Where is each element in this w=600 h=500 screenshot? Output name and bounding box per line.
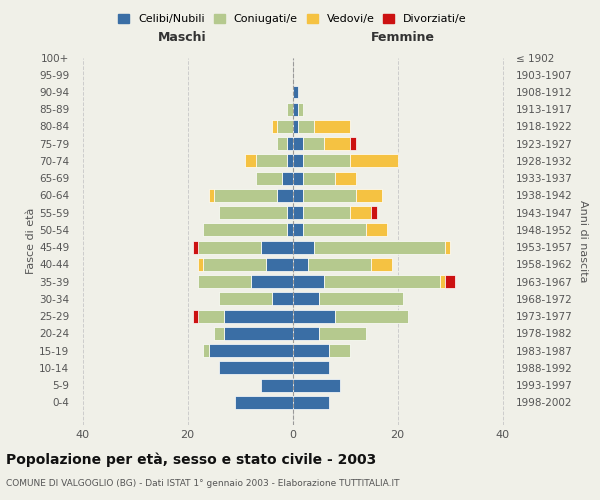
Y-axis label: Fasce di età: Fasce di età — [26, 208, 36, 274]
Bar — [256, 154, 287, 168]
Bar — [324, 138, 350, 150]
Bar — [445, 275, 455, 288]
Bar — [350, 154, 398, 168]
Bar — [371, 258, 392, 271]
Bar — [271, 120, 277, 133]
Bar — [303, 138, 324, 150]
Bar — [198, 258, 203, 271]
Bar — [445, 240, 450, 254]
Bar — [293, 310, 335, 322]
Bar — [245, 154, 256, 168]
Bar — [293, 189, 303, 202]
Bar — [335, 172, 355, 184]
Bar — [277, 189, 293, 202]
Bar — [298, 120, 314, 133]
Bar — [287, 138, 293, 150]
Bar — [324, 275, 439, 288]
Bar — [271, 292, 293, 306]
Bar — [214, 327, 224, 340]
Bar — [224, 310, 293, 322]
Bar — [224, 327, 293, 340]
Bar — [266, 258, 293, 271]
Bar — [209, 189, 214, 202]
Bar — [314, 240, 445, 254]
Bar — [293, 224, 303, 236]
Bar — [256, 172, 282, 184]
Bar — [293, 258, 308, 271]
Text: Femmine: Femmine — [371, 30, 435, 44]
Bar — [251, 275, 293, 288]
Bar — [303, 172, 335, 184]
Bar — [203, 344, 209, 357]
Bar — [219, 206, 287, 219]
Bar — [198, 275, 251, 288]
Y-axis label: Anni di nascita: Anni di nascita — [578, 200, 588, 282]
Bar — [235, 396, 293, 409]
Bar — [219, 292, 271, 306]
Bar — [193, 240, 198, 254]
Bar — [439, 275, 445, 288]
Bar — [293, 172, 303, 184]
Bar — [293, 120, 298, 133]
Bar — [298, 103, 303, 116]
Bar — [308, 258, 371, 271]
Bar — [287, 103, 293, 116]
Bar — [319, 292, 403, 306]
Bar — [329, 344, 350, 357]
Bar — [277, 138, 287, 150]
Bar — [287, 224, 293, 236]
Bar — [350, 138, 355, 150]
Bar — [303, 154, 350, 168]
Bar — [203, 258, 266, 271]
Bar — [293, 292, 319, 306]
Bar — [198, 310, 224, 322]
Text: Maschi: Maschi — [158, 30, 206, 44]
Bar — [293, 240, 314, 254]
Bar — [287, 206, 293, 219]
Bar — [335, 310, 408, 322]
Bar — [293, 396, 329, 409]
Bar — [219, 362, 293, 374]
Bar — [371, 206, 377, 219]
Bar — [203, 224, 287, 236]
Bar — [198, 240, 261, 254]
Bar — [277, 120, 293, 133]
Text: Popolazione per età, sesso e stato civile - 2003: Popolazione per età, sesso e stato civil… — [6, 452, 376, 467]
Bar — [261, 240, 293, 254]
Bar — [293, 154, 303, 168]
Bar — [303, 189, 355, 202]
Bar — [261, 378, 293, 392]
Bar — [293, 206, 303, 219]
Bar — [293, 378, 340, 392]
Bar — [293, 103, 298, 116]
Bar — [303, 224, 366, 236]
Bar — [355, 189, 382, 202]
Bar — [287, 154, 293, 168]
Text: COMUNE DI VALGOGLIO (BG) - Dati ISTAT 1° gennaio 2003 - Elaborazione TUTTITALIA.: COMUNE DI VALGOGLIO (BG) - Dati ISTAT 1°… — [6, 479, 400, 488]
Bar — [193, 310, 198, 322]
Bar — [214, 189, 277, 202]
Bar — [319, 327, 366, 340]
Bar — [293, 275, 324, 288]
Bar — [293, 344, 329, 357]
Bar — [303, 206, 350, 219]
Bar — [350, 206, 371, 219]
Bar — [293, 138, 303, 150]
Bar — [282, 172, 293, 184]
Bar — [314, 120, 350, 133]
Legend: Celibi/Nubili, Coniugati/e, Vedovi/e, Divorziati/e: Celibi/Nubili, Coniugati/e, Vedovi/e, Di… — [116, 12, 469, 26]
Bar — [293, 362, 329, 374]
Bar — [209, 344, 293, 357]
Bar — [366, 224, 387, 236]
Bar — [293, 86, 298, 98]
Bar — [293, 327, 319, 340]
